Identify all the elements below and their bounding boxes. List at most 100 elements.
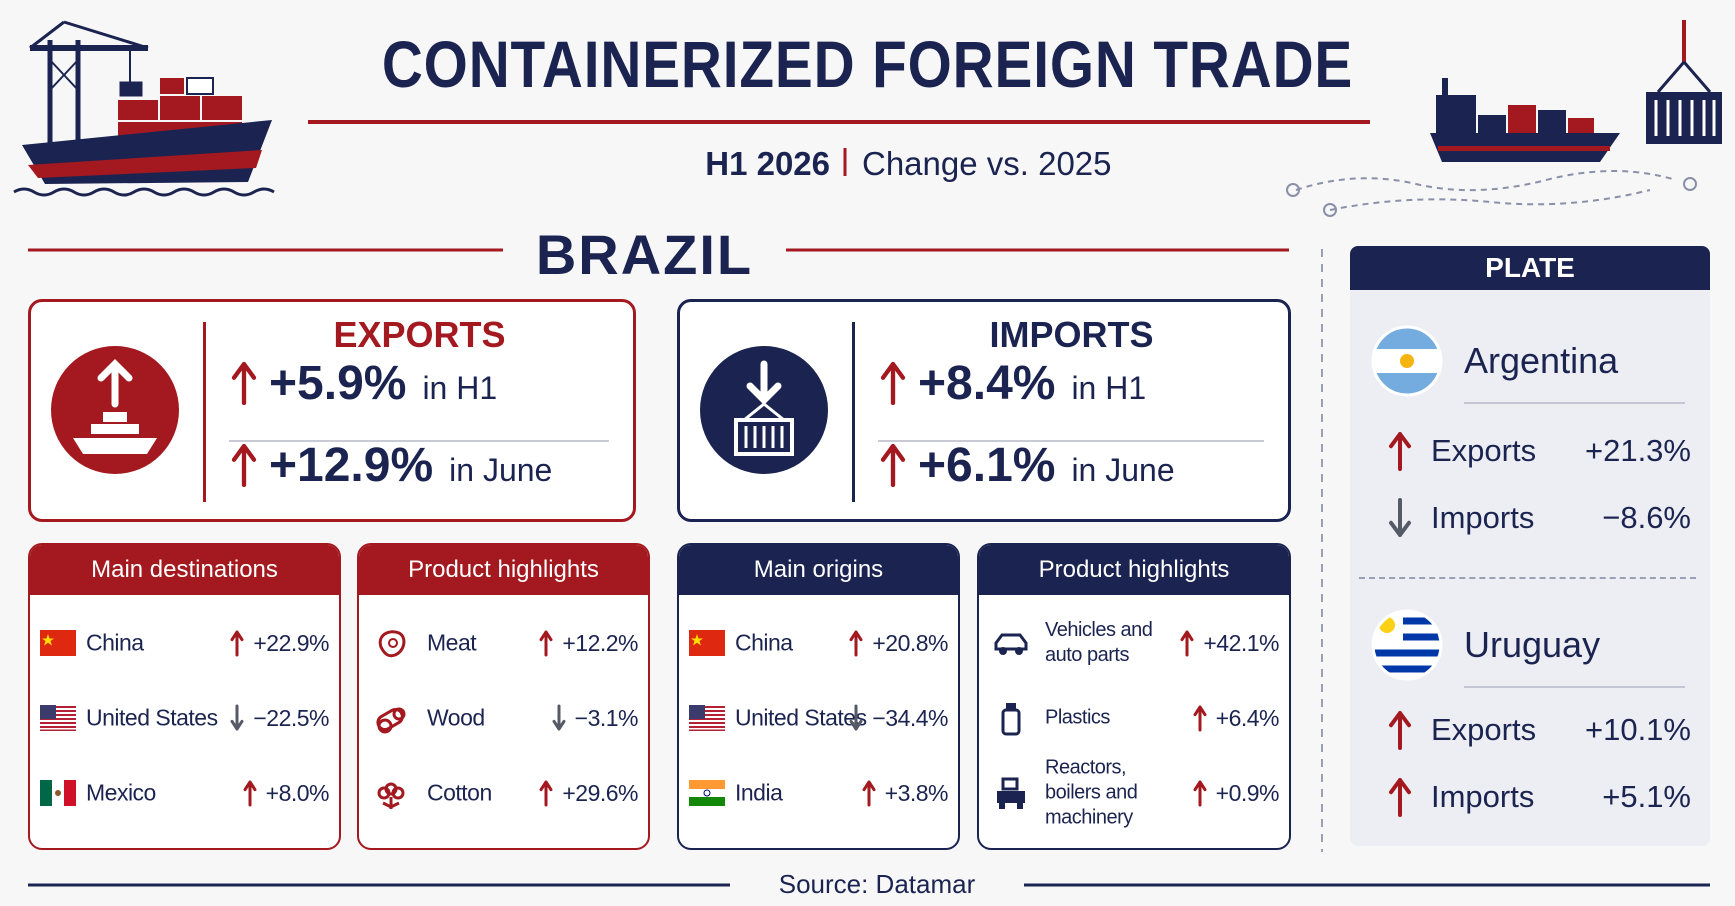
change-value: −3.1%	[574, 704, 639, 731]
trend-arrow	[551, 704, 567, 732]
ship-illustration	[13, 20, 275, 197]
summary-icon	[51, 346, 179, 474]
trend-arrow	[229, 704, 245, 732]
icon-part	[1373, 327, 1441, 395]
row-change: +6.4%	[1192, 704, 1280, 732]
icon	[689, 705, 725, 731]
hull-band	[1438, 146, 1610, 151]
trend-arrow	[861, 779, 877, 807]
highlight-card: Main origins China +20.8% United States −34.…	[677, 543, 960, 850]
icon-part	[243, 780, 257, 807]
highlight-card: Main destinations China +22.9% United State…	[28, 543, 341, 850]
icon-part	[391, 786, 405, 800]
flag	[40, 630, 76, 656]
flag	[689, 780, 725, 806]
row-change: −34.4%	[848, 704, 948, 732]
country-flag	[1371, 609, 1443, 681]
trend-arrow	[1192, 704, 1208, 732]
icon-part	[1371, 325, 1443, 397]
product-icon	[993, 625, 1029, 661]
row-change: +22.9%	[229, 629, 329, 657]
icon	[849, 630, 863, 657]
icon-part	[1373, 617, 1441, 673]
row-change: +3.8%	[861, 779, 949, 807]
icon-part	[64, 780, 76, 806]
container	[1538, 110, 1566, 133]
icon-part	[997, 791, 1025, 803]
trade-change: +5.1%	[1602, 779, 1691, 814]
icon-part	[1017, 803, 1023, 809]
product-icon	[993, 775, 1029, 811]
row-change: +0.9%	[1192, 779, 1280, 807]
subtitle-comparison: Change vs. 2025	[862, 145, 1112, 182]
source: Source: Datamar	[778, 869, 976, 899]
container	[202, 96, 242, 120]
crane	[63, 20, 149, 50]
icon	[231, 361, 257, 405]
icon-part	[1389, 498, 1411, 537]
flag	[40, 705, 76, 731]
trade-change: +10.1%	[1584, 712, 1691, 747]
icon	[377, 782, 405, 809]
row-name: United States	[735, 704, 867, 731]
icon	[862, 780, 876, 807]
icon-part	[40, 780, 52, 806]
icon	[1389, 711, 1411, 750]
row-change: +20.8%	[848, 629, 948, 657]
icon-part	[388, 638, 398, 648]
icon-part	[377, 718, 393, 734]
icon	[1371, 609, 1443, 681]
icon	[700, 346, 828, 474]
country-flag	[1371, 325, 1443, 397]
icon-part	[689, 780, 725, 789]
icon-part	[382, 797, 400, 809]
country-rule	[1464, 402, 1685, 404]
icon-part	[392, 707, 406, 721]
trend-arrow	[1388, 431, 1412, 471]
route-point	[1323, 203, 1337, 217]
icon-part	[378, 630, 406, 658]
change-value: +29.6%	[562, 779, 638, 806]
water	[13, 187, 275, 197]
row-name: Vehicles and auto parts	[1045, 619, 1153, 666]
icon	[40, 630, 76, 656]
change-value: +0.9%	[1215, 779, 1280, 806]
icon	[849, 704, 863, 731]
icon-part	[689, 789, 725, 797]
icon-part	[700, 346, 828, 474]
route	[1329, 189, 1651, 211]
icon-part	[91, 424, 139, 434]
product-icon	[373, 625, 409, 661]
icon	[230, 630, 244, 657]
icon-part	[1006, 703, 1016, 709]
trade-label: Exports	[1431, 433, 1537, 468]
summary-card: EXPORTS +5.9% in H1 +12.9% in June	[28, 299, 636, 522]
icon-part	[230, 704, 244, 731]
summary-change: +12.9%	[269, 438, 434, 492]
icon	[1389, 498, 1411, 537]
container	[160, 96, 200, 120]
row-name: Plastics	[1045, 706, 1110, 729]
summary-title: IMPORTS	[989, 314, 1154, 355]
icon	[880, 443, 906, 487]
icon-part	[230, 630, 244, 657]
ship-illustration	[1286, 20, 1722, 217]
mast	[1442, 78, 1448, 96]
flag	[689, 630, 725, 656]
trade-label: Imports	[1431, 500, 1535, 535]
sling	[1656, 61, 1712, 93]
product-icon	[373, 700, 409, 736]
icon	[1389, 432, 1411, 471]
icon-part	[73, 438, 157, 454]
icon-part	[999, 647, 1007, 655]
icon-part	[1015, 647, 1023, 655]
icon	[230, 704, 244, 731]
row-name: Mexico	[86, 779, 156, 806]
row-name: Meat	[427, 629, 477, 656]
card-header: Product highlights	[979, 545, 1289, 595]
trend-arrow	[231, 443, 257, 487]
row-name: Wood	[427, 704, 485, 731]
container	[160, 78, 184, 94]
